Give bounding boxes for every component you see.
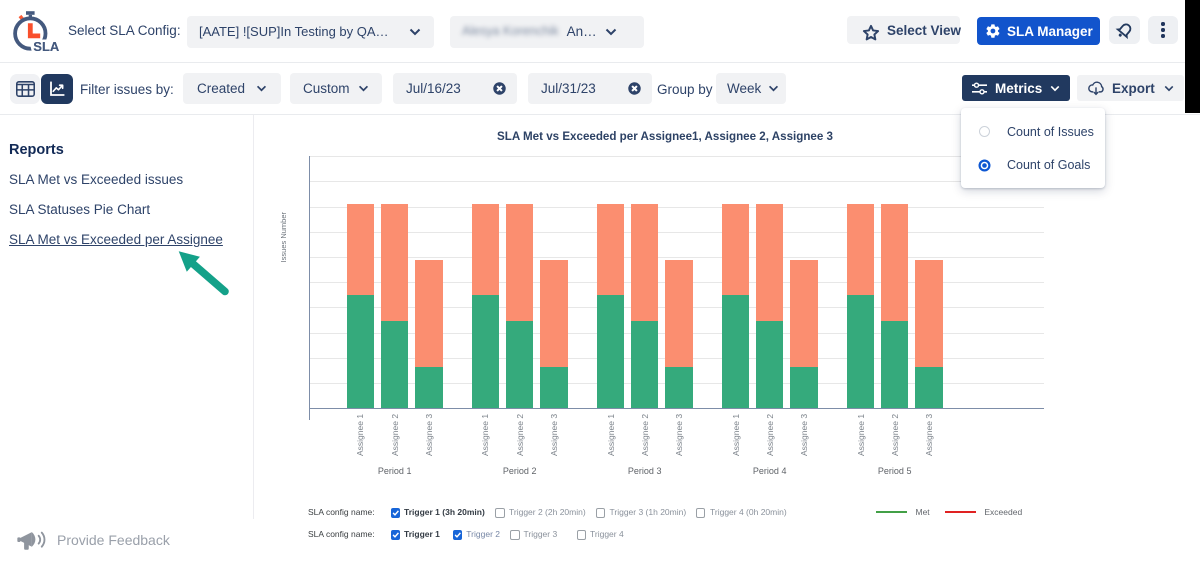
- svg-text:SLA: SLA: [33, 39, 60, 54]
- svg-text:SLA: SLA: [33, 39, 60, 54]
